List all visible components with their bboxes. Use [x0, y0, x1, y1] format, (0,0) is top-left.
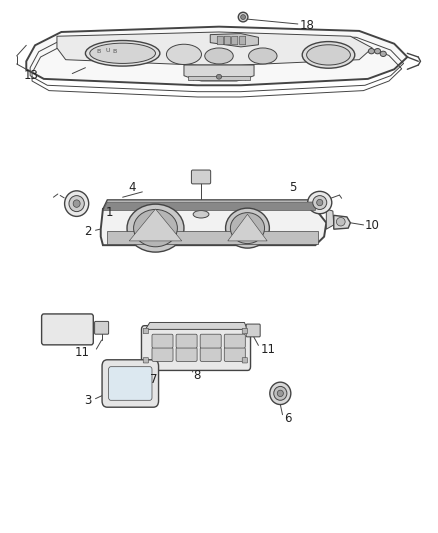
Polygon shape: [129, 209, 182, 241]
Polygon shape: [188, 76, 250, 80]
Text: 11: 11: [75, 346, 90, 359]
Ellipse shape: [307, 45, 350, 65]
Ellipse shape: [69, 196, 84, 212]
Ellipse shape: [90, 43, 155, 63]
Text: 8: 8: [194, 369, 201, 382]
Ellipse shape: [205, 48, 233, 64]
Polygon shape: [334, 215, 350, 229]
FancyBboxPatch shape: [224, 348, 245, 361]
FancyBboxPatch shape: [200, 348, 221, 361]
Polygon shape: [210, 34, 258, 47]
FancyBboxPatch shape: [200, 334, 221, 348]
FancyBboxPatch shape: [95, 321, 109, 334]
Ellipse shape: [249, 48, 277, 64]
Text: 3: 3: [85, 394, 92, 407]
Ellipse shape: [241, 15, 245, 20]
Ellipse shape: [307, 191, 332, 214]
FancyBboxPatch shape: [217, 36, 223, 45]
Polygon shape: [326, 209, 334, 229]
Text: 6: 6: [284, 412, 291, 425]
Ellipse shape: [274, 386, 287, 400]
Ellipse shape: [193, 211, 209, 218]
FancyBboxPatch shape: [224, 36, 230, 45]
Ellipse shape: [336, 217, 345, 226]
FancyBboxPatch shape: [152, 334, 173, 348]
Ellipse shape: [302, 42, 355, 68]
Ellipse shape: [64, 191, 88, 216]
Polygon shape: [145, 322, 247, 329]
Ellipse shape: [313, 196, 327, 209]
Polygon shape: [101, 209, 326, 245]
Polygon shape: [26, 27, 407, 85]
Text: 18: 18: [300, 19, 315, 31]
Ellipse shape: [85, 41, 160, 66]
FancyBboxPatch shape: [109, 367, 152, 400]
FancyBboxPatch shape: [246, 324, 260, 337]
Ellipse shape: [277, 390, 283, 397]
Ellipse shape: [238, 12, 248, 22]
Polygon shape: [228, 214, 267, 241]
Ellipse shape: [73, 200, 80, 207]
Text: B: B: [96, 49, 101, 54]
Text: 7: 7: [150, 373, 158, 386]
Text: 1: 1: [106, 206, 113, 219]
Ellipse shape: [368, 49, 374, 54]
FancyBboxPatch shape: [42, 314, 93, 345]
Text: U: U: [105, 47, 110, 53]
FancyBboxPatch shape: [152, 348, 173, 361]
Text: 10: 10: [365, 220, 380, 232]
FancyBboxPatch shape: [224, 334, 245, 348]
Text: 13: 13: [24, 69, 39, 82]
FancyBboxPatch shape: [141, 326, 251, 370]
FancyBboxPatch shape: [102, 360, 159, 407]
Text: 5: 5: [289, 181, 297, 194]
Ellipse shape: [230, 213, 265, 244]
Polygon shape: [184, 65, 254, 81]
Ellipse shape: [127, 204, 184, 252]
FancyBboxPatch shape: [191, 170, 211, 184]
FancyBboxPatch shape: [143, 358, 148, 363]
Ellipse shape: [380, 51, 386, 56]
Polygon shape: [57, 32, 372, 65]
FancyBboxPatch shape: [176, 334, 197, 348]
Text: B: B: [113, 49, 117, 54]
Text: 2: 2: [85, 225, 92, 238]
FancyBboxPatch shape: [143, 328, 148, 334]
Text: 11: 11: [260, 343, 275, 356]
Polygon shape: [103, 202, 318, 211]
Polygon shape: [103, 200, 326, 209]
Ellipse shape: [134, 209, 177, 247]
FancyBboxPatch shape: [242, 328, 247, 334]
Ellipse shape: [166, 44, 201, 64]
Ellipse shape: [226, 208, 269, 248]
FancyBboxPatch shape: [176, 348, 197, 361]
Ellipse shape: [216, 74, 222, 79]
FancyBboxPatch shape: [240, 36, 246, 45]
Ellipse shape: [374, 49, 381, 54]
Ellipse shape: [270, 382, 291, 405]
FancyBboxPatch shape: [242, 358, 247, 363]
Text: 4: 4: [128, 181, 136, 194]
FancyBboxPatch shape: [107, 231, 318, 244]
FancyBboxPatch shape: [232, 36, 238, 45]
Ellipse shape: [317, 199, 323, 206]
